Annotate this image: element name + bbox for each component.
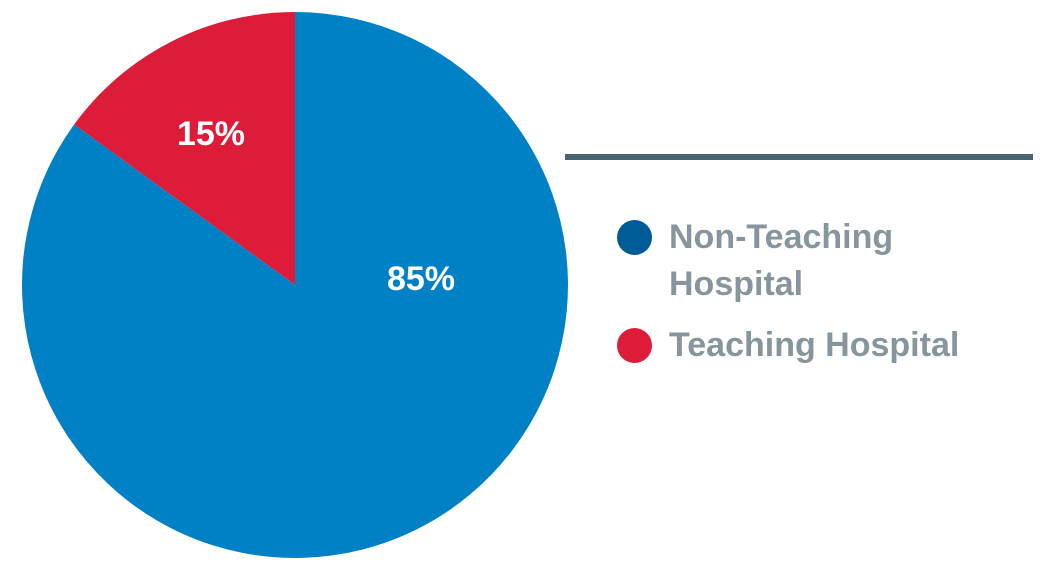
- slice-labels: 15% 85%: [177, 115, 455, 298]
- legend-label-teaching: Teaching Hospital: [669, 326, 960, 364]
- legend-swatch-non-teaching: [617, 220, 652, 255]
- legend-item-teaching: Teaching Hospital: [617, 322, 1037, 369]
- legend-label-non-teaching: Non-Teaching Hospital: [669, 218, 894, 303]
- pie-slice-teaching-hospital: [74, 12, 295, 285]
- pie-slice-non-teaching-hospital: [22, 12, 569, 558]
- legend-divider: [565, 154, 1033, 160]
- pie-slices: [22, 12, 569, 558]
- legend-swatch-teaching: [617, 328, 652, 363]
- legend-item-non-teaching: Non-Teaching Hospital: [617, 214, 1037, 308]
- slice-value-label: 85%: [387, 260, 455, 298]
- legend: Non-Teaching Hospital Teaching Hospital: [617, 214, 1037, 383]
- slice-value-label: 15%: [177, 115, 245, 153]
